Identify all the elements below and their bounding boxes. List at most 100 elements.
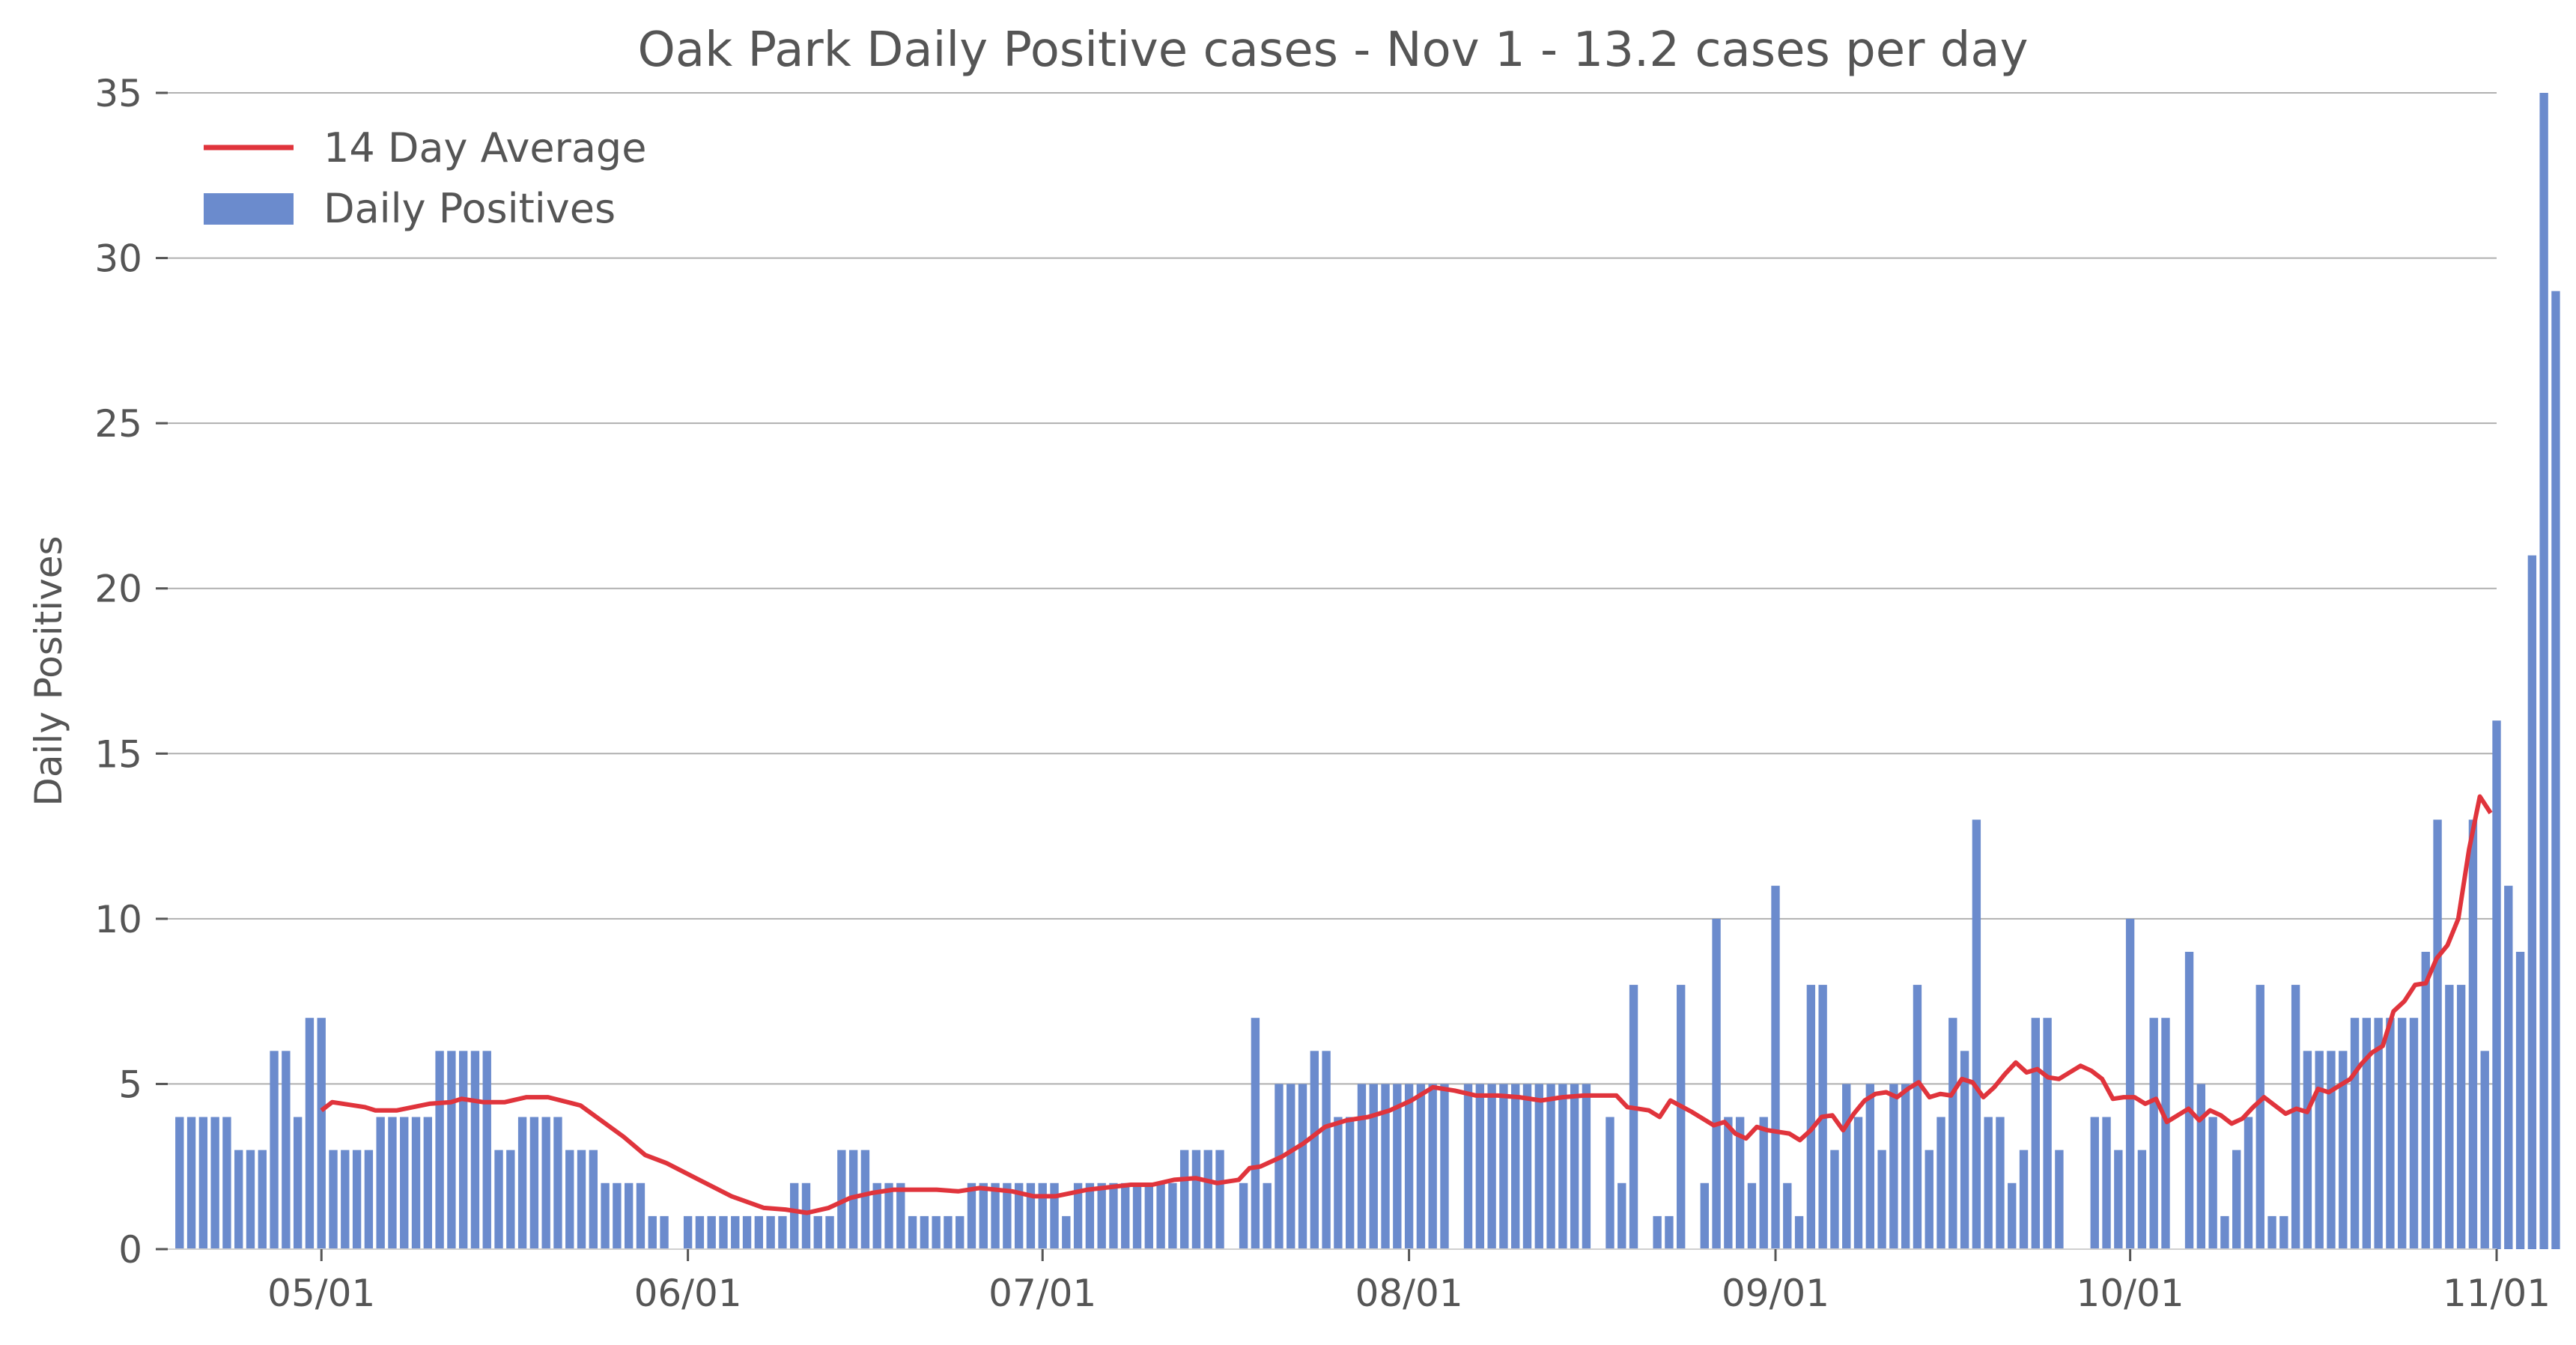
bar [1026, 1182, 1036, 1249]
bar [2291, 985, 2300, 1249]
bar [341, 1150, 350, 1249]
bar [2043, 1018, 2052, 1249]
bar [1062, 1215, 1071, 1249]
bar [198, 1117, 208, 1249]
bar [1865, 1084, 1874, 1249]
bar [1606, 1117, 1614, 1249]
bar [2339, 1051, 2348, 1249]
bar [1996, 1117, 2005, 1249]
bar [766, 1215, 775, 1249]
legend-bar-swatch [204, 193, 294, 225]
bar [848, 1150, 858, 1249]
bar [541, 1117, 550, 1249]
bar [648, 1215, 657, 1249]
bar [1298, 1084, 1307, 1249]
bar [1475, 1084, 1485, 1249]
bar [329, 1150, 338, 1249]
legend-bar-label: Daily Positives [323, 185, 616, 232]
y-tick-label: 35 [94, 72, 142, 115]
bar [1179, 1150, 1189, 1249]
bar [1925, 1150, 1933, 1249]
bar [1487, 1084, 1496, 1249]
bar [2492, 720, 2501, 1249]
bar [234, 1150, 243, 1249]
x-axis: 05/01 06/01 07/01 08/01 09/01 10/01 11/01 [168, 1248, 2551, 1315]
bar [1404, 1084, 1414, 1249]
bar [423, 1117, 432, 1249]
bar [1085, 1182, 1095, 1249]
bar [470, 1051, 480, 1249]
bar [1357, 1084, 1367, 1249]
bar [400, 1117, 409, 1249]
bar [2409, 1018, 2419, 1249]
bar [1499, 1084, 1508, 1249]
bar [1877, 1150, 1886, 1249]
bar [991, 1182, 1000, 1249]
bar [719, 1215, 728, 1249]
y-tick-label: 0 [118, 1228, 142, 1272]
bar [258, 1150, 267, 1249]
bar [210, 1117, 219, 1249]
bar [494, 1150, 503, 1249]
bar [2386, 1018, 2395, 1249]
bar [1345, 1117, 1355, 1249]
bar [1700, 1182, 1709, 1249]
bar [2504, 885, 2513, 1249]
y-tick-label: 30 [94, 237, 142, 281]
bar [1239, 1182, 1248, 1249]
bar [175, 1117, 184, 1249]
bar [2468, 819, 2478, 1249]
bar [1156, 1182, 1165, 1249]
average-series [320, 794, 2493, 1215]
bar [293, 1117, 303, 1249]
bar [2551, 291, 2560, 1250]
bar [813, 1215, 822, 1249]
bar [1168, 1182, 1177, 1249]
bar [1463, 1084, 1473, 1249]
bar [352, 1150, 362, 1249]
bar [282, 1051, 291, 1249]
bar [411, 1117, 421, 1249]
bar [1109, 1182, 1118, 1249]
bar [636, 1182, 645, 1249]
bar [2220, 1215, 2229, 1249]
bar [731, 1215, 740, 1249]
bar [2527, 555, 2537, 1249]
chart-title: Oak Park Daily Positive cases - Nov 1 - … [637, 22, 2028, 78]
bar [932, 1215, 941, 1249]
bar [2421, 951, 2430, 1249]
bar [186, 1117, 196, 1249]
bar [778, 1215, 787, 1249]
y-tick-label: 10 [94, 898, 142, 941]
bar [317, 1018, 326, 1249]
bar [601, 1182, 610, 1249]
y-tick-label: 5 [118, 1063, 142, 1106]
bar [2090, 1117, 2099, 1249]
bar [565, 1150, 574, 1249]
bar [2515, 951, 2525, 1249]
bar [1889, 1084, 1898, 1249]
bar [695, 1215, 705, 1249]
bar [2445, 985, 2454, 1249]
bar [1381, 1084, 1390, 1249]
bar [860, 1150, 870, 1249]
bar [458, 1051, 468, 1249]
bar [967, 1182, 976, 1249]
bar [2433, 819, 2442, 1249]
x-tick-label: 11/01 [2443, 1272, 2551, 1315]
bar [482, 1051, 491, 1249]
bar [1038, 1182, 1047, 1249]
bar [435, 1051, 444, 1249]
bar [1428, 1084, 1437, 1249]
bar [944, 1215, 953, 1249]
bar [825, 1215, 834, 1249]
x-tick-label: 10/01 [2077, 1272, 2184, 1315]
bar [908, 1215, 917, 1249]
bar [1097, 1182, 1106, 1249]
bar [589, 1150, 598, 1249]
bar [270, 1051, 279, 1249]
bar [2019, 1150, 2029, 1249]
bar [790, 1182, 799, 1249]
bar [1677, 985, 1686, 1249]
